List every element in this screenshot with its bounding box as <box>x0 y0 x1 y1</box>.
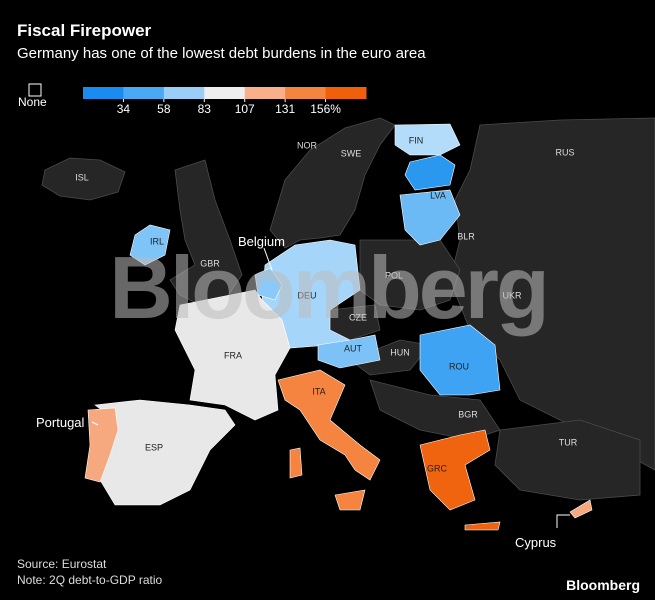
country-label: TUR <box>559 437 578 447</box>
legend-swatch <box>204 87 246 99</box>
legend-swatch <box>163 87 205 99</box>
map <box>41 117 655 531</box>
callout-line <box>263 247 273 271</box>
poland <box>359 239 461 311</box>
watermark: Bloomberg <box>109 238 546 337</box>
iceland <box>41 157 126 201</box>
country-label: UKR <box>502 290 522 300</box>
legend-swatch <box>325 87 367 99</box>
baltics <box>399 189 461 246</box>
country-label: FRA <box>224 350 242 360</box>
country-label: ISL <box>75 172 89 182</box>
legend-swatch <box>244 87 286 99</box>
crete <box>464 521 501 531</box>
note: Note: 2Q debt-to-GDP ratio <box>17 573 163 587</box>
ireland <box>129 224 171 266</box>
cyprus <box>569 499 593 519</box>
belgium <box>254 267 283 301</box>
legend-tick-label: 107 <box>235 102 255 116</box>
country-label: POL <box>385 270 403 280</box>
country-label: ESP <box>145 442 163 452</box>
country-label: ROU <box>449 361 469 371</box>
country-label: RUS <box>555 147 574 157</box>
turkey <box>494 419 641 501</box>
legend-tick-label: 34 <box>117 102 131 116</box>
legend-swatch <box>285 87 327 99</box>
legend: None 34 58 83 107 131 156% <box>18 83 367 116</box>
romania <box>419 324 501 396</box>
country-label: SWE <box>341 148 362 158</box>
country-label: BGR <box>458 409 478 419</box>
logo: Bloomberg <box>566 577 640 593</box>
sicily <box>334 489 366 511</box>
country-label: FIN <box>409 135 424 145</box>
scandinavia <box>269 117 396 249</box>
austria <box>317 334 381 369</box>
country-label: NOR <box>297 140 318 150</box>
legend-none-swatch <box>28 83 42 97</box>
country-label: IRL <box>150 236 164 246</box>
title: Fiscal Firepower <box>17 21 152 40</box>
country-label: AUT <box>344 343 363 353</box>
country-label: LVA <box>430 190 446 200</box>
country-label: HUN <box>390 347 410 357</box>
country-label: GBR <box>200 258 220 268</box>
country-label: BLR <box>457 231 475 241</box>
callout-line <box>556 514 570 528</box>
legend-tick-label: 83 <box>198 102 212 116</box>
callout-line <box>91 421 99 426</box>
country-label: GRC <box>427 463 448 473</box>
legend-tick-label: 58 <box>157 102 171 116</box>
legend-tick-label: 131 <box>275 102 295 116</box>
source: Source: Eurostat <box>17 557 107 571</box>
sardinia <box>289 447 303 479</box>
subtitle: Germany has one of the lowest debt burde… <box>17 45 426 62</box>
portugal <box>84 407 119 483</box>
country-label: CZE <box>349 312 367 322</box>
legend-tick-label: 156% <box>310 102 341 116</box>
country-label: ITA <box>312 386 325 396</box>
legend-swatch <box>83 87 124 99</box>
callout-belgium: Belgium <box>238 234 285 249</box>
callout-portugal: Portugal <box>36 415 85 430</box>
country-labels: ISL NOR SWE FIN RUS LVA IRL GBR BLR POL DEU UKR CZE A… <box>75 135 578 473</box>
france <box>174 289 291 421</box>
legend-swatch <box>123 87 165 99</box>
country-label: DEU <box>297 290 316 300</box>
legend-none-label: None <box>18 95 47 109</box>
greece <box>419 429 491 511</box>
callout-cyprus: Cyprus <box>515 535 557 550</box>
estonia <box>404 154 456 191</box>
italy <box>277 369 381 481</box>
